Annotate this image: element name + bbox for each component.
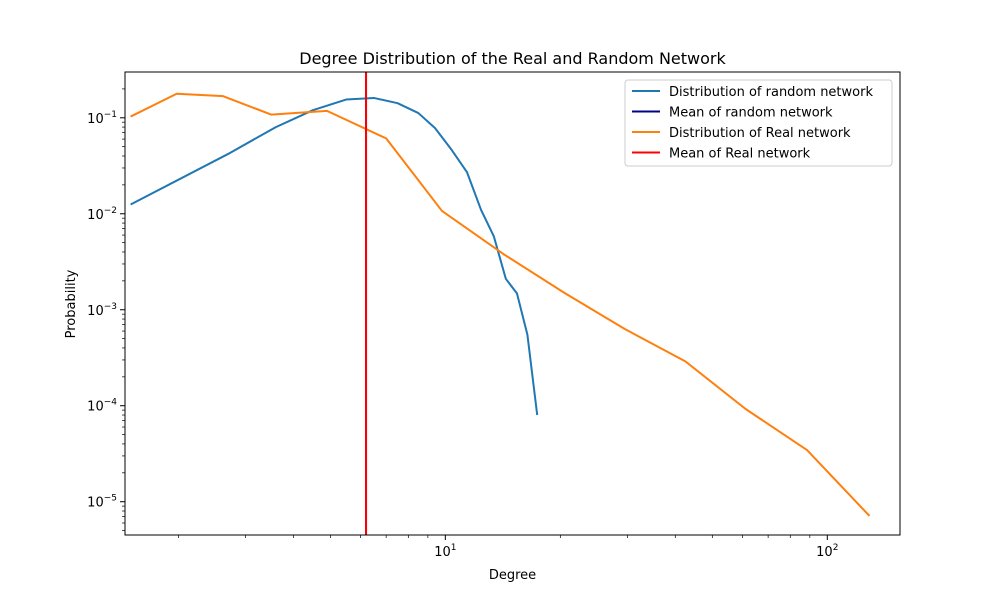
x-tick-label: 102 bbox=[816, 543, 838, 560]
legend: Distribution of random network Mean of ra… bbox=[624, 79, 893, 167]
y-tick-label: 10−4 bbox=[87, 398, 117, 415]
plot-frame bbox=[124, 71, 901, 536]
legend-label: Mean of Real network bbox=[669, 147, 811, 162]
x-tick-label: 101 bbox=[434, 543, 456, 560]
y-axis-label: Probability bbox=[64, 269, 79, 338]
series-line-2 bbox=[130, 92, 871, 517]
legend-box bbox=[624, 79, 893, 167]
y-axis: 10−5 10−4 10−3 10−2 10−1 bbox=[87, 88, 125, 531]
y-tick-label: 10−1 bbox=[87, 110, 117, 127]
y-tick-label: 10−5 bbox=[87, 494, 117, 511]
x-axis: 101 102 bbox=[177, 535, 838, 560]
legend-label: Distribution of random network bbox=[669, 85, 873, 100]
y-tick-label: 10−3 bbox=[87, 302, 117, 319]
y-tick-label: 10−2 bbox=[87, 206, 117, 223]
legend-label: Distribution of Real network bbox=[669, 126, 851, 141]
legend-label: Mean of random network bbox=[669, 106, 833, 121]
plot-area bbox=[124, 71, 901, 536]
chart-title: Degree Distribution of the Real and Rand… bbox=[299, 49, 726, 68]
x-axis-label: Degree bbox=[489, 568, 536, 583]
series-line-0 bbox=[130, 96, 539, 416]
